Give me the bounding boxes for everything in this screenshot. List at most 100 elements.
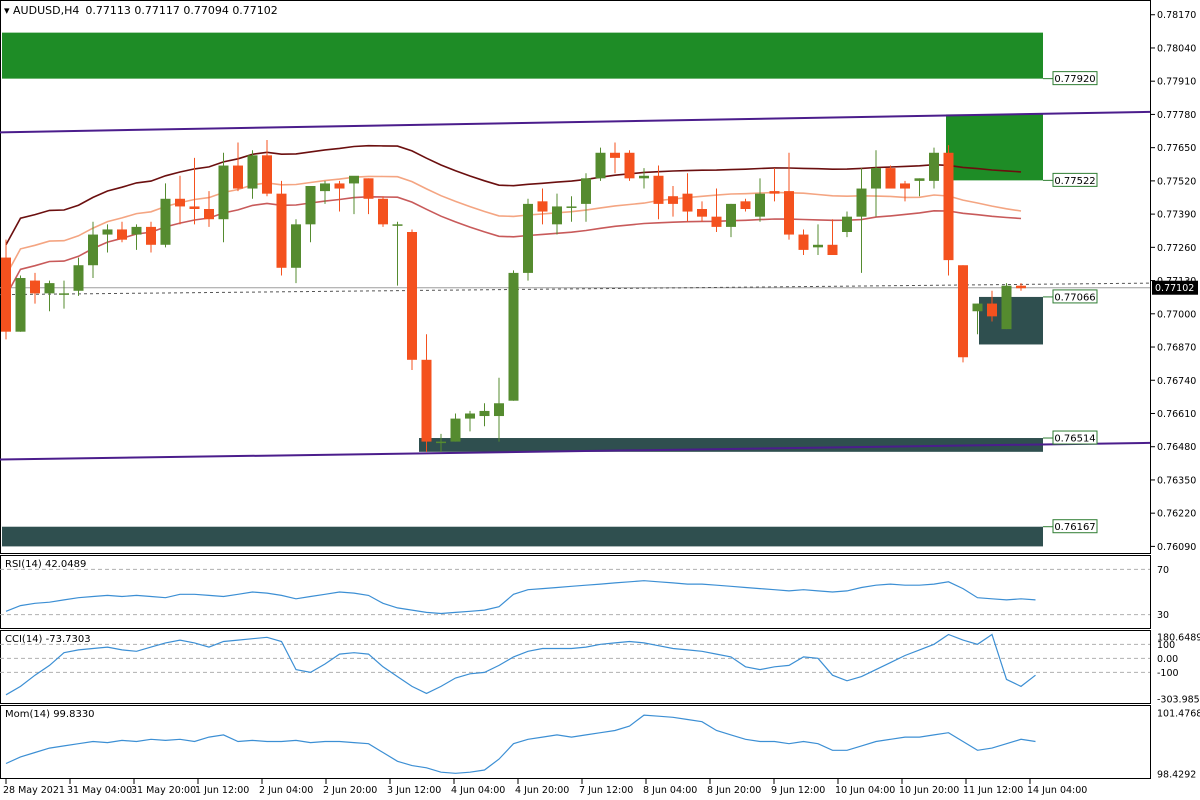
- candle: [508, 270, 519, 401]
- candle: [73, 257, 84, 296]
- level-tag-text: 0.76514: [1054, 434, 1095, 445]
- level-tag-text: 0.77920: [1054, 74, 1095, 85]
- candle: [465, 410, 475, 432]
- level-tag: 0.77920: [1043, 71, 1098, 86]
- rsi-pane[interactable]: 70 30 RSI(14) 42.0489: [0, 555, 1169, 629]
- candle-body: [73, 265, 84, 291]
- candle: [755, 178, 765, 222]
- indicator-tick-label: 0.00: [1157, 654, 1178, 665]
- price-axis: 0.78170 0.78040 0.77910 0.77780 0.77650 0.775…: [1150, 10, 1198, 553]
- candle: [769, 168, 780, 202]
- candle: [349, 175, 359, 215]
- candle-body: [653, 175, 664, 204]
- candle: [494, 377, 504, 442]
- candle: [595, 147, 606, 181]
- candle: [479, 403, 490, 427]
- candle: [639, 168, 649, 189]
- candle-body: [813, 244, 823, 248]
- candle: [450, 413, 461, 442]
- menu-triangle-icon: ▾: [4, 4, 13, 17]
- rsi-label: RSI(14) 42.0489: [5, 559, 86, 570]
- candle: [523, 198, 533, 281]
- current-price-label: 0.77102: [1155, 283, 1194, 294]
- channel-lower-line: [0, 441, 1151, 461]
- candle-body: [827, 244, 838, 256]
- candle: [204, 191, 214, 227]
- candle: [943, 145, 954, 276]
- candle: [363, 178, 374, 215]
- indicator-tick-label: 101.4768: [1157, 709, 1200, 720]
- time-tick-label: 8 Jun 04:00: [643, 785, 697, 796]
- candle-body: [914, 178, 925, 181]
- level-tag: 0.77066: [1043, 289, 1098, 304]
- candle-body: [421, 359, 432, 442]
- candle: [842, 211, 852, 238]
- candle-body: [885, 168, 896, 189]
- candle: [102, 224, 113, 253]
- candle-body: [726, 203, 736, 227]
- cci-label: CCI(14) -73.7303: [5, 634, 91, 645]
- candle: [44, 280, 55, 312]
- current-price-box: [1152, 280, 1198, 295]
- candle: [900, 180, 910, 202]
- candle-body: [392, 224, 403, 226]
- candle: [711, 188, 722, 233]
- candle-body: [146, 226, 156, 245]
- candle: [537, 188, 548, 225]
- level-tag-box: [1052, 430, 1098, 445]
- momentum-pane[interactable]: 101.4768 98.4292 Mom(14) 99.8330: [0, 705, 1200, 781]
- candle-body: [755, 193, 765, 217]
- indicator-tick-label: 30: [1157, 610, 1169, 621]
- candle-body: [44, 283, 55, 294]
- candle: [291, 219, 301, 284]
- candle: [929, 147, 939, 189]
- candle-body: [871, 168, 881, 189]
- price-pane[interactable]: 0.77920 0.77522 0.77066 0.76514 0.76167 0.78…: [0, 0, 1198, 554]
- candle: [421, 334, 432, 452]
- candle: [958, 265, 968, 363]
- candle-body: [581, 178, 591, 204]
- time-tick-label: 31 May 04:00: [67, 785, 132, 796]
- symbol-label: AUDUSD,H4: [13, 4, 79, 17]
- candle-body: [639, 175, 649, 179]
- candle-body: [349, 175, 359, 184]
- candle-body: [1, 257, 11, 332]
- candle-body: [189, 206, 200, 209]
- level-tag: 0.77522: [1043, 172, 1098, 187]
- candle-body: [624, 152, 635, 179]
- candle-body: [436, 441, 446, 444]
- momentum-content: 101.4768 98.4292: [5, 709, 1200, 781]
- time-tick-label: 28 May 2021: [3, 785, 65, 796]
- candle: [566, 196, 577, 222]
- price-tick-label: 0.77000: [1157, 309, 1196, 320]
- candle: [987, 290, 997, 322]
- price-tick-label: 0.78040: [1157, 43, 1196, 54]
- candle-body: [987, 303, 997, 317]
- time-tick-label: 2 Jun 04:00: [259, 785, 313, 796]
- level-tag-text: 0.76167: [1054, 522, 1095, 533]
- indicator-tick-label: 70: [1157, 565, 1169, 576]
- candle-body: [117, 229, 127, 240]
- candle: [218, 152, 229, 243]
- candle-body: [1001, 285, 1012, 330]
- candle-body: [784, 191, 794, 235]
- candle-body: [247, 155, 258, 189]
- candle-body: [204, 208, 214, 220]
- candle: [798, 229, 809, 256]
- candle-body: [102, 229, 113, 235]
- indicator-line: [5, 714, 1036, 774]
- candle-body: [682, 193, 693, 212]
- candle: [682, 173, 693, 222]
- candle-body: [697, 208, 707, 217]
- price-zones: [2, 32, 1043, 547]
- candle-body: [769, 191, 780, 194]
- candle: [247, 150, 258, 199]
- candle-body: [291, 224, 301, 268]
- candle: [914, 178, 925, 197]
- level-tag-text: 0.77522: [1054, 176, 1095, 187]
- time-tick-label: 8 Jun 20:00: [707, 785, 761, 796]
- candle: [407, 229, 417, 371]
